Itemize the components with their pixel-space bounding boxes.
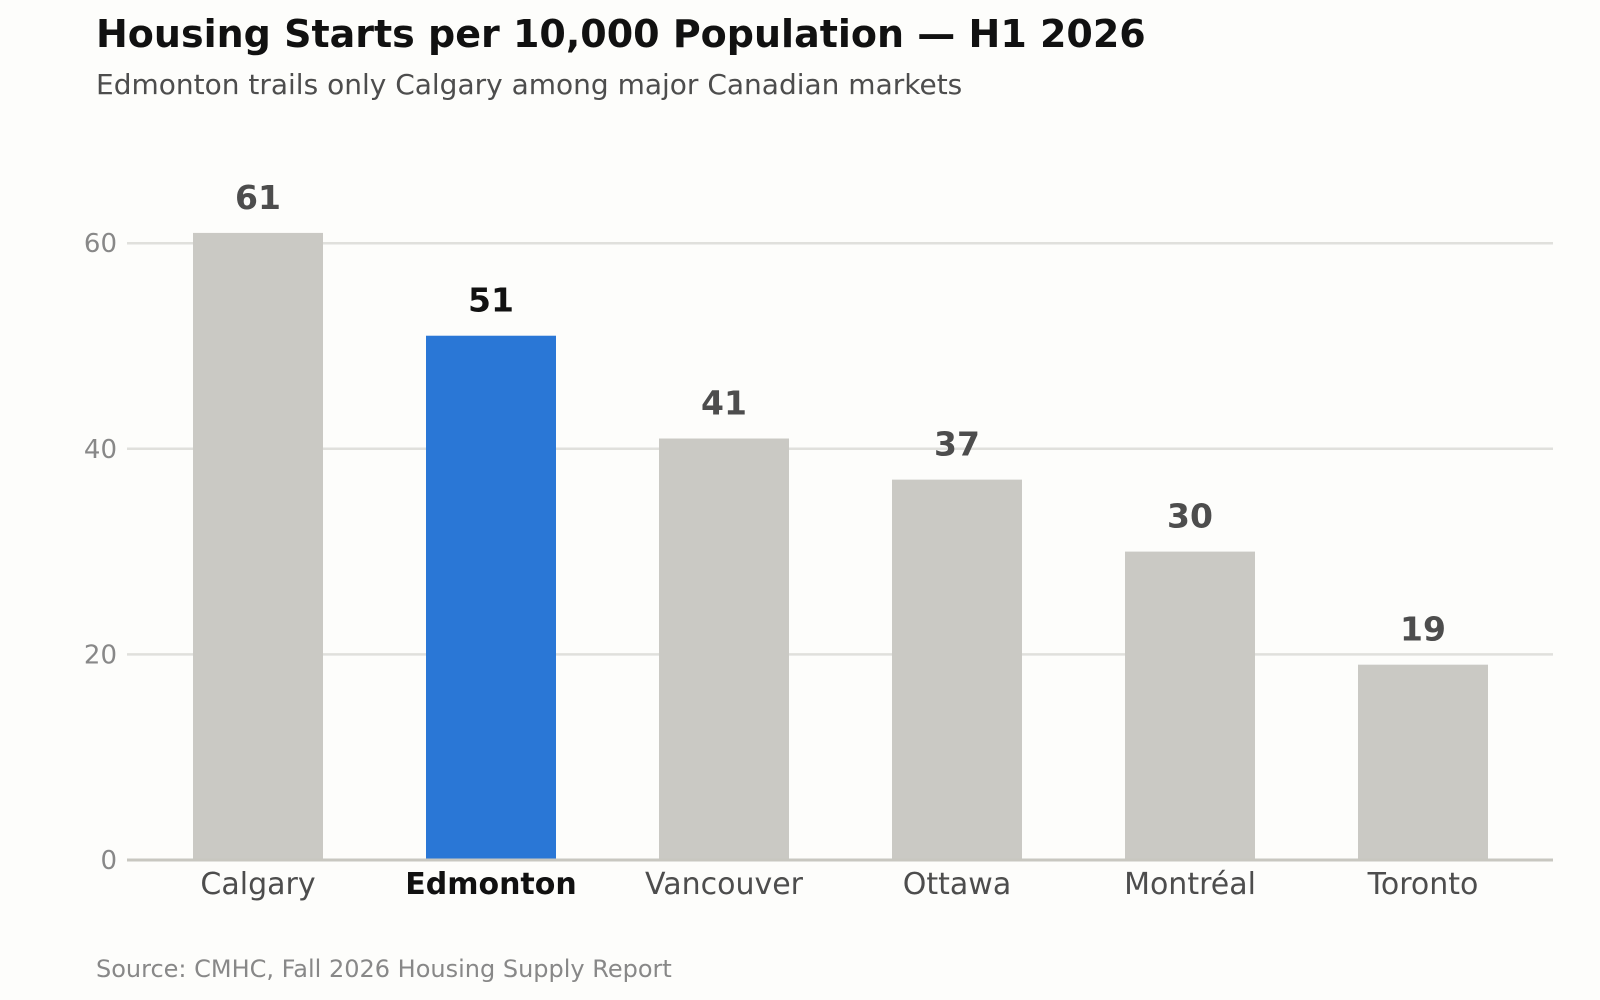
x-axis-labels: Calgary Edmonton Vancouver Ottawa Montréal To… <box>200 867 1478 902</box>
value-label: 19 <box>1400 610 1446 649</box>
value-label: 37 <box>934 425 980 464</box>
bar <box>1358 664 1488 860</box>
bar <box>1125 551 1255 860</box>
x-tick-label: Ottawa <box>903 867 1011 902</box>
value-labels: 61 51 41 37 30 19 <box>235 178 1446 649</box>
y-tick-label: 60 <box>84 229 117 259</box>
y-axis-ticks: 0 20 40 60 <box>84 229 117 876</box>
value-label: 41 <box>701 384 747 423</box>
x-tick-label: Vancouver <box>645 867 804 902</box>
y-tick-label: 20 <box>84 640 117 670</box>
x-tick-label: Montréal <box>1124 867 1256 902</box>
source-note: Source: CMHC, Fall 2026 Housing Supply R… <box>96 955 672 983</box>
value-label: 61 <box>235 178 281 217</box>
bar <box>659 438 789 860</box>
y-tick-label: 40 <box>84 435 117 465</box>
value-label: 30 <box>1167 497 1213 536</box>
bar <box>193 232 323 861</box>
x-tick-label: Calgary <box>200 867 315 902</box>
gridlines <box>127 241 1553 656</box>
bar <box>426 335 556 861</box>
chart-title: Housing Starts per 10,000 Population — H… <box>96 12 1146 56</box>
x-tick-label: Edmonton <box>405 867 577 902</box>
y-tick-label: 0 <box>100 846 117 876</box>
bar <box>892 479 1022 860</box>
value-label: 51 <box>468 281 514 320</box>
chart-subtitle: Edmonton trails only Calgary among major… <box>96 68 963 101</box>
x-tick-label: Toronto <box>1367 867 1479 902</box>
bars <box>193 232 1488 861</box>
